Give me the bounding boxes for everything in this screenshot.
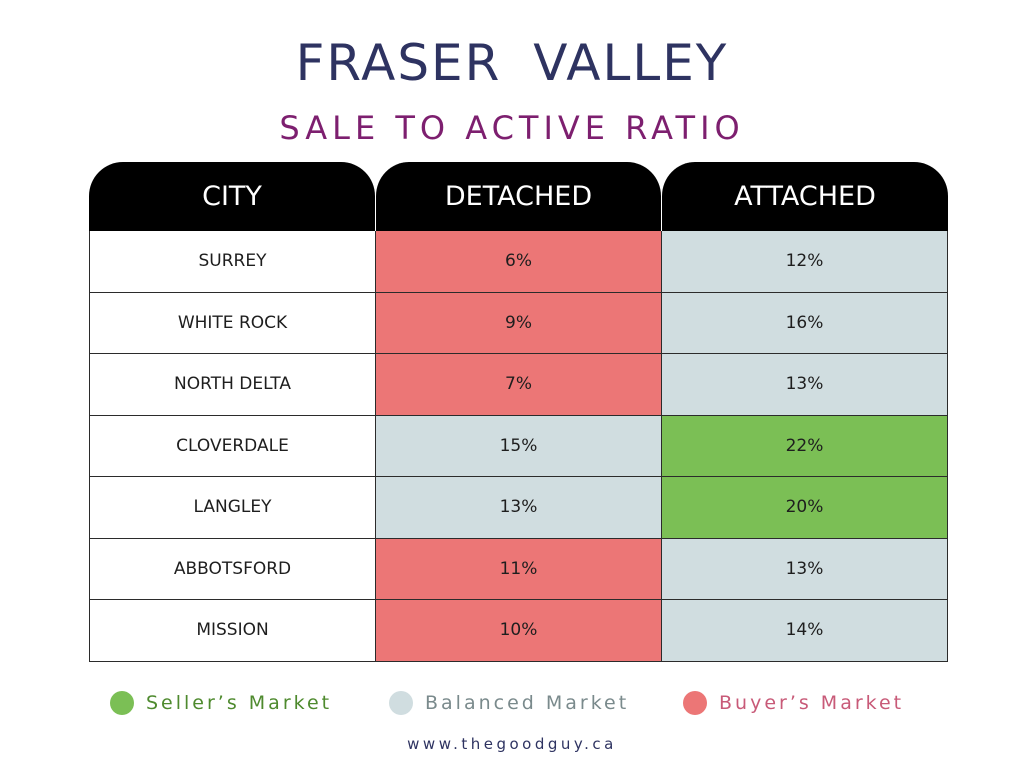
- legend-item-balanced: Balanced Market: [389, 688, 629, 718]
- table-row: CLOVERDALE 15% 22%: [89, 415, 948, 477]
- table-row: MISSION 10% 14%: [89, 600, 948, 662]
- table-row: LANGLEY 13% 20%: [89, 477, 948, 539]
- city-cell: SURREY: [89, 231, 375, 293]
- attached-ratio-cell: 12%: [661, 231, 948, 293]
- attached-ratio-cell: 13%: [661, 354, 948, 416]
- legend-label-sellers: Seller’s Market: [146, 692, 333, 714]
- page-title: FRASER VALLEY: [295, 34, 729, 92]
- footer-website: www.thegoodguy.ca: [407, 735, 617, 753]
- city-cell: CLOVERDALE: [89, 415, 375, 477]
- buyers-market-swatch-icon: [683, 691, 707, 715]
- sellers-market-swatch-icon: [110, 691, 134, 715]
- city-cell: NORTH DELTA: [89, 354, 375, 416]
- detached-ratio-cell: 11%: [375, 538, 661, 600]
- city-cell: MISSION: [89, 600, 375, 662]
- legend-item-buyers: Buyer’s Market: [683, 688, 904, 718]
- legend-label-buyers: Buyer’s Market: [719, 692, 905, 714]
- table-body: SURREY 6% 12% WHITE ROCK 9% 16% NORTH DELTA 7% 1…: [89, 231, 948, 662]
- city-cell: WHITE ROCK: [89, 292, 375, 354]
- table-header-row: CITY DETACHED ATTACHED: [89, 162, 948, 231]
- column-header-city: CITY: [89, 162, 375, 231]
- detached-ratio-cell: 10%: [375, 600, 661, 662]
- detached-ratio-cell: 7%: [375, 354, 661, 416]
- column-header-attached: ATTACHED: [661, 162, 948, 231]
- detached-ratio-cell: 6%: [375, 231, 661, 293]
- column-header-detached: DETACHED: [375, 162, 661, 231]
- market-legend: Seller’s Market Balanced Market Buyer’s …: [0, 688, 1024, 718]
- table-row: SURREY 6% 12%: [89, 231, 948, 293]
- attached-ratio-cell: 13%: [661, 538, 948, 600]
- table-row: WHITE ROCK 9% 16%: [89, 292, 948, 354]
- detached-ratio-cell: 13%: [375, 477, 661, 539]
- detached-ratio-cell: 9%: [375, 292, 661, 354]
- table-row: ABBOTSFORD 11% 13%: [89, 538, 948, 600]
- attached-ratio-cell: 14%: [661, 600, 948, 662]
- ratio-table: CITY DETACHED ATTACHED SURREY 6% 12% WHITE …: [89, 162, 948, 662]
- attached-ratio-cell: 16%: [661, 292, 948, 354]
- attached-ratio-cell: 22%: [661, 415, 948, 477]
- attached-ratio-cell: 20%: [661, 477, 948, 539]
- detached-ratio-cell: 15%: [375, 415, 661, 477]
- legend-item-sellers: Seller’s Market: [110, 688, 332, 718]
- balanced-market-swatch-icon: [389, 691, 413, 715]
- city-cell: LANGLEY: [89, 477, 375, 539]
- city-cell: ABBOTSFORD: [89, 538, 375, 600]
- page-subtitle: SALE TO ACTIVE RATIO: [279, 109, 745, 147]
- legend-label-balanced: Balanced Market: [425, 692, 630, 714]
- table-row: NORTH DELTA 7% 13%: [89, 354, 948, 416]
